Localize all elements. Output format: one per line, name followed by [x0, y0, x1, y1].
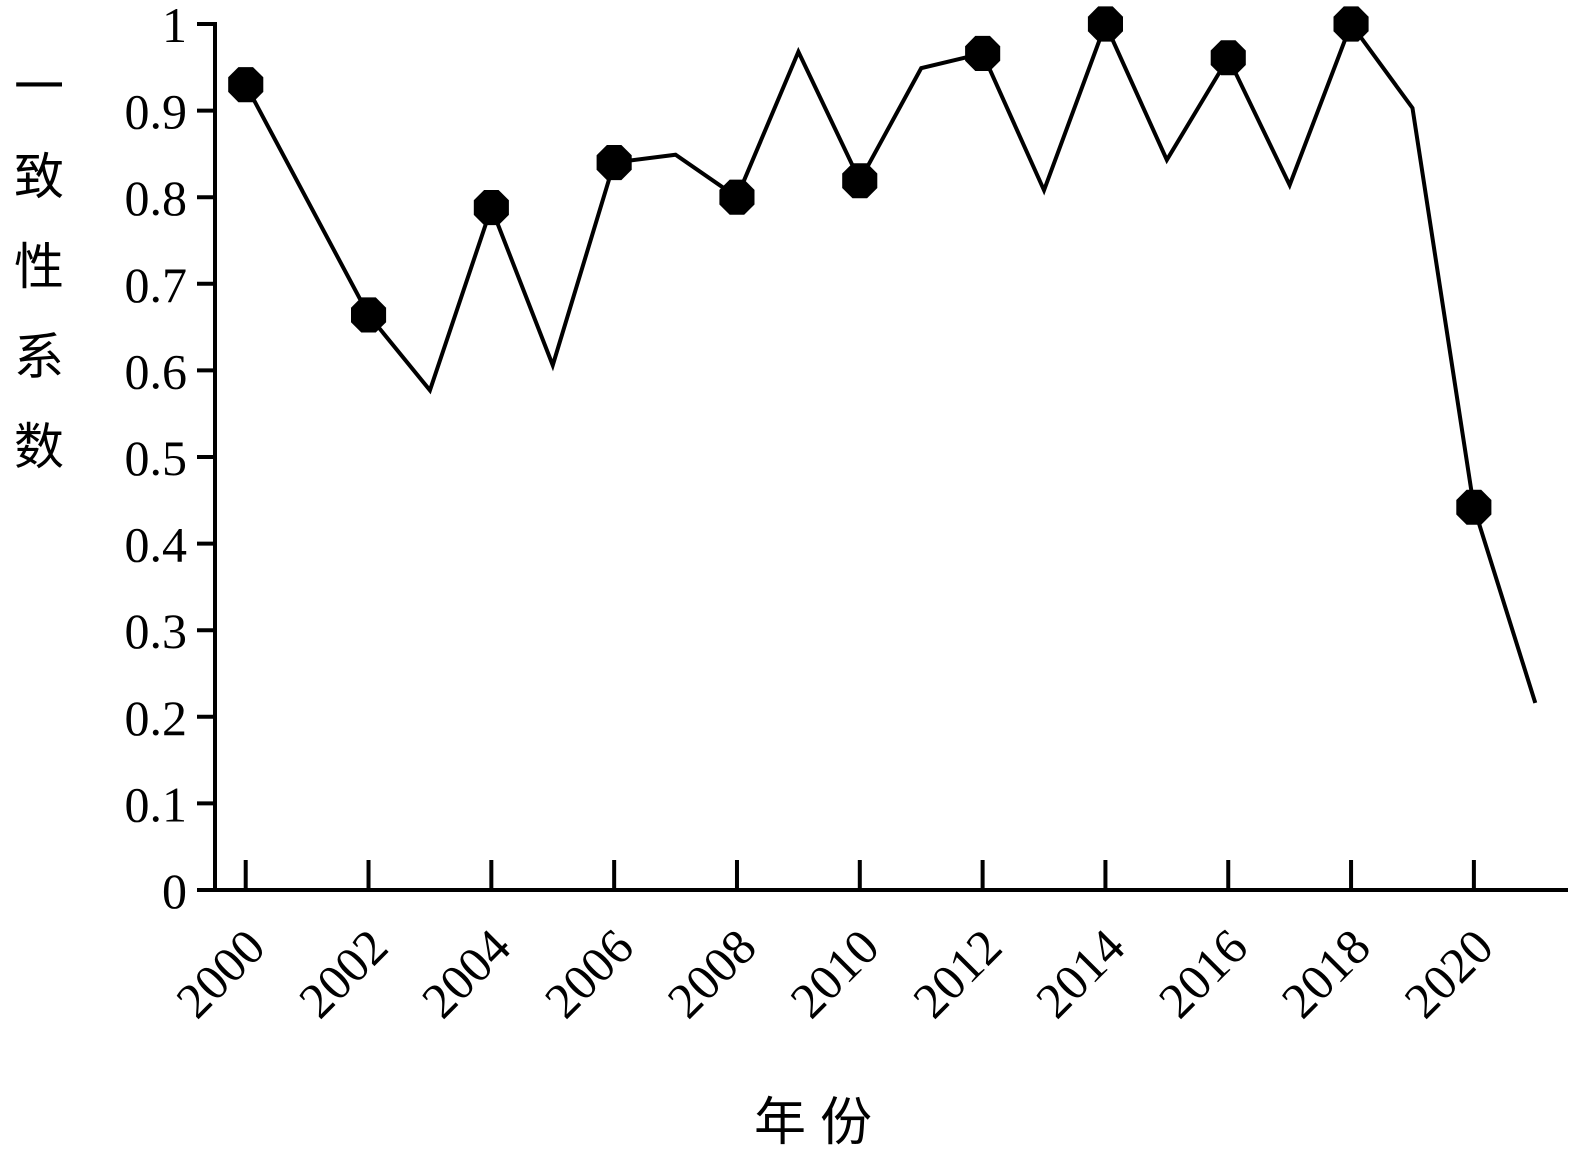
marker [719, 179, 755, 215]
x-tick-label: 2016 [1148, 918, 1258, 1028]
y-axis-label: 一致性系数 [7, 60, 63, 510]
x-tick-label: 2012 [902, 918, 1012, 1028]
x-axis-label: 年份 [754, 1095, 886, 1152]
marker [473, 190, 509, 226]
marker [1333, 6, 1369, 42]
x-tick-label: 2000 [165, 918, 275, 1028]
marker [351, 297, 387, 333]
x-tick-label: 2018 [1271, 918, 1381, 1028]
y-tick-label: 1 [162, 0, 187, 53]
marker [1087, 6, 1123, 42]
y-tick-label: 0.3 [125, 603, 188, 659]
marker [228, 67, 264, 103]
x-tick-label: 2008 [656, 918, 766, 1028]
x-tick-label: 2020 [1393, 918, 1503, 1028]
y-tick-label: 0 [162, 863, 187, 919]
y-tick-label: 0.8 [125, 170, 188, 226]
y-tick-label: 0.4 [125, 517, 188, 573]
y-tick-label: 0.6 [125, 343, 188, 399]
x-tick-label: 2014 [1025, 918, 1135, 1028]
x-tick-label: 2006 [534, 918, 644, 1028]
x-tick-label: 2002 [288, 918, 398, 1028]
x-tick-label: 2010 [779, 918, 889, 1028]
x-tick-label: 2004 [411, 918, 521, 1028]
marker [596, 145, 632, 181]
y-tick-label: 0.1 [125, 776, 188, 832]
marker [842, 163, 878, 199]
line [243, 18, 1538, 704]
marker [1210, 40, 1246, 76]
y-tick-label: 0.7 [125, 257, 188, 313]
y-tick-label: 0.2 [125, 690, 188, 746]
y-tick-label: 0.9 [125, 84, 188, 140]
marker [965, 35, 1001, 71]
marker [1456, 489, 1492, 525]
y-tick-label: 0.5 [125, 430, 188, 486]
